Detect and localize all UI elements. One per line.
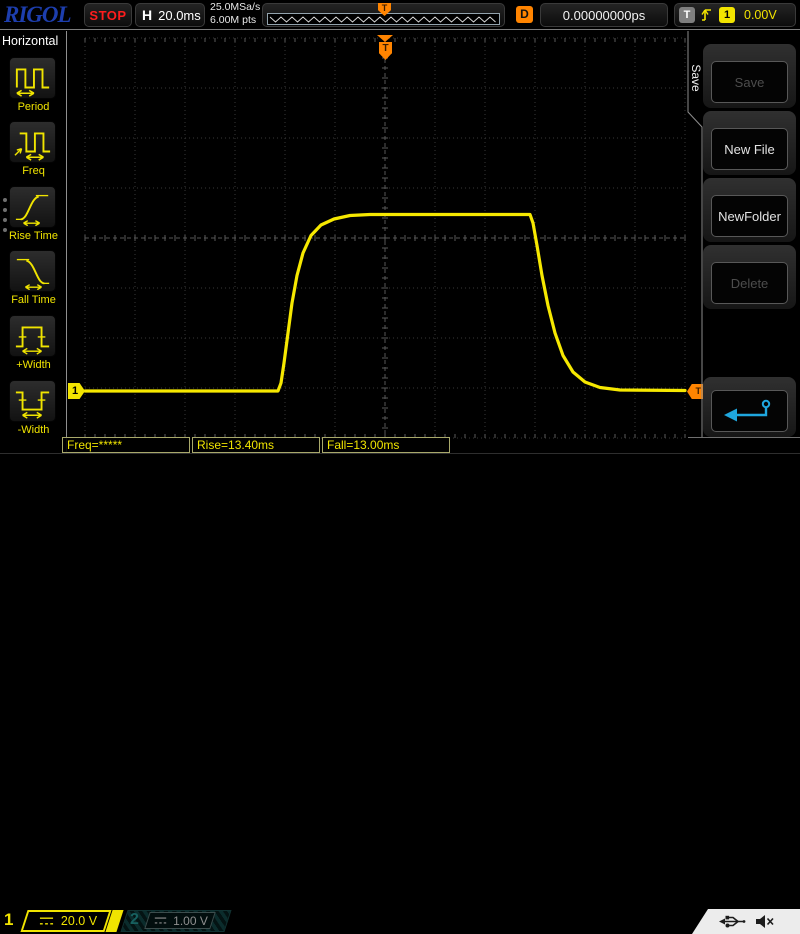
plus-width-button[interactable]	[9, 315, 56, 357]
menu-page-dot	[3, 218, 7, 222]
dc-coupling-icon	[154, 917, 167, 924]
measure-menu-title: Horizontal	[2, 34, 59, 48]
trigger-delay-value[interactable]: 0.00000000ps	[540, 3, 668, 27]
channel2-scale: 1.00 V	[173, 913, 208, 928]
horizontal-label: H	[142, 7, 153, 23]
trigger-label: T	[679, 7, 695, 23]
menu-page-dot	[3, 198, 7, 202]
measure-item-label: Freq	[22, 165, 45, 177]
plus-width-icon	[15, 326, 49, 355]
menu-tab-outline	[687, 31, 703, 437]
top-status-bar: RIGOL STOP H 20.0ms 25.0MSa/s 6.00M pts …	[0, 0, 800, 30]
acquisition-info: 25.0MSa/s 6.00M pts	[210, 1, 260, 27]
run-state-indicator[interactable]: STOP	[84, 3, 132, 27]
measure-item-label: Fall Time	[11, 294, 56, 306]
trigger-level-marker[interactable]: T	[687, 384, 703, 399]
trigger-position-marker[interactable]: T	[379, 42, 392, 60]
usb-icon	[718, 915, 745, 928]
graticule	[83, 37, 687, 439]
fall-time-icon	[16, 258, 49, 290]
trigger-level-value: 0.00V	[744, 8, 777, 22]
channel1-scale: 20.0 V	[60, 914, 98, 928]
menu-bottom-divider	[688, 437, 800, 438]
channel1-number[interactable]: 1	[4, 910, 14, 929]
measurement-rise: Rise=13.40ms	[192, 437, 320, 453]
memory-wave-icon	[269, 16, 496, 23]
menu-slot-4: Delete	[703, 245, 796, 309]
delay-label: D	[516, 6, 533, 23]
freq-icon	[13, 132, 50, 161]
ch1-waveform	[83, 212, 687, 393]
minus-width-button[interactable]	[9, 380, 56, 422]
measure-item-label: +Width	[16, 359, 51, 371]
channel1-offset-marker[interactable]: 1	[68, 383, 85, 399]
trigger-info-block[interactable]: T 1 0.00V	[674, 3, 796, 27]
return-arrow-icon	[723, 399, 770, 422]
new-folder-button[interactable]: NewFolder	[711, 195, 788, 237]
channel2-number[interactable]: 2	[130, 911, 139, 928]
trigger-position-arrow-icon[interactable]	[377, 35, 393, 42]
memory-trigger-marker[interactable]: T	[378, 3, 391, 16]
menu-slot-back	[703, 377, 796, 437]
rigol-logo: RIGOL	[4, 2, 72, 27]
status-icons-area	[692, 909, 800, 934]
new-file-button[interactable]: New File	[711, 128, 788, 170]
horizontal-timebase-block[interactable]: H 20.0ms	[135, 3, 205, 27]
measure-item-label: -Width	[17, 424, 50, 436]
measurement-fall: Fall=13.00ms	[322, 437, 450, 453]
trigger-source-badge: 1	[719, 7, 735, 23]
tab-save: Save	[689, 64, 703, 92]
channel2-scale-group[interactable]: 1.00 V	[150, 912, 212, 929]
measurement-freq: Freq=*****	[62, 437, 190, 453]
speaker-muted-icon	[755, 915, 774, 928]
memory-depth: 6.00M pts	[210, 14, 257, 26]
period-icon	[15, 68, 49, 97]
rise-time-button[interactable]	[9, 186, 56, 228]
delete-button[interactable]: Delete	[711, 262, 788, 304]
menu-slot-3: NewFolder	[703, 178, 796, 242]
menu-slot-1: Save	[703, 44, 796, 108]
menu-slot-2: New File	[703, 111, 796, 175]
rise-time-icon	[15, 194, 48, 226]
channel-status-bar: 1 20.0 V 2 1.00 V	[0, 453, 800, 934]
menu-page-dot	[3, 228, 7, 232]
timebase-value: 20.0ms	[158, 7, 201, 23]
menu-page-dot	[3, 208, 7, 212]
dc-coupling-icon	[39, 917, 53, 925]
rising-edge-icon	[701, 9, 711, 21]
horizontal-measure-menu: Horizontal Period Freq	[0, 31, 67, 453]
measure-item-label: Period	[17, 101, 50, 113]
waveform-display[interactable]: T 1	[67, 31, 687, 453]
sample-rate: 25.0MSa/s	[210, 1, 261, 13]
fall-time-button[interactable]	[9, 250, 56, 292]
freq-button[interactable]	[9, 121, 56, 163]
measure-item-label: Rise Time	[9, 230, 58, 242]
save-button[interactable]: Save	[711, 61, 788, 103]
minus-width-icon	[15, 391, 49, 419]
memory-position-bar[interactable]: T	[262, 3, 505, 27]
period-button[interactable]	[9, 57, 56, 99]
back-button[interactable]	[711, 390, 788, 432]
channel1-scale-group[interactable]: 20.0 V	[30, 911, 106, 931]
